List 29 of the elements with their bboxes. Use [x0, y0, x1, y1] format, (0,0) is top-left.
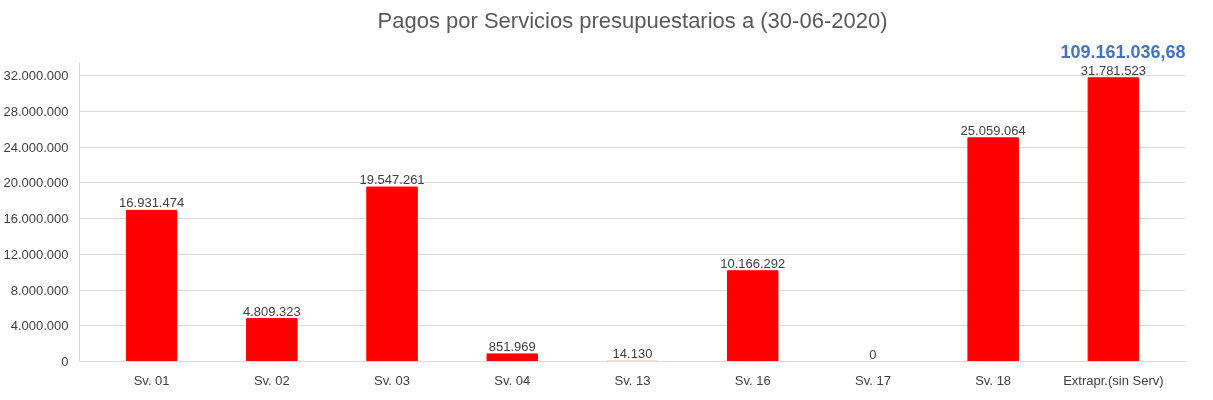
- y-tick-label: 8.000.000: [10, 282, 69, 298]
- x-tick-label: Sv. 17: [854, 372, 891, 388]
- y-tick-label: 32.000.000: [3, 68, 69, 84]
- y-tick-label: 28.000.000: [3, 104, 69, 120]
- y-tick-label: 24.000.000: [3, 139, 69, 155]
- data-label: 10.166.292: [720, 255, 786, 271]
- text: 109.161.036,68: [1060, 41, 1186, 62]
- x-tick-label: Sv. 01: [133, 372, 170, 388]
- y-tick-label: 16.000.000: [3, 211, 69, 227]
- x-tick-label: Sv. 04: [494, 372, 531, 388]
- data-label: 14.130: [612, 346, 653, 362]
- y-tick-label: 12.000.000: [3, 246, 69, 262]
- data-label: 19.547.261: [359, 172, 425, 188]
- data-label: 851.969: [488, 338, 536, 354]
- x-tick-label: Sv. 16: [734, 372, 771, 388]
- y-tick-label: 0: [61, 354, 69, 369]
- x-tick-label: Sv. 03: [374, 372, 411, 388]
- x-tick-label: Sv. 13: [614, 372, 651, 388]
- data-label: 25.059.064: [960, 122, 1026, 138]
- x-tick-label: Sv. 02: [253, 372, 290, 388]
- data-label: 31.781.523: [1080, 62, 1146, 78]
- x-tick-label: Sv. 18: [975, 372, 1012, 388]
- data-label: 4.809.323: [242, 303, 301, 319]
- data-label: 16.931.474: [119, 195, 185, 211]
- x-tick-label: Extrapr.(sin Serv): [1063, 372, 1164, 388]
- chart-title: Pagos por Servicios presupuestarios a (30-06-2020): [377, 7, 888, 33]
- y-tick-label: 20.000.000: [3, 175, 69, 191]
- y-tick-label: 4.000.000: [10, 318, 69, 334]
- data-label: 0: [869, 346, 877, 362]
